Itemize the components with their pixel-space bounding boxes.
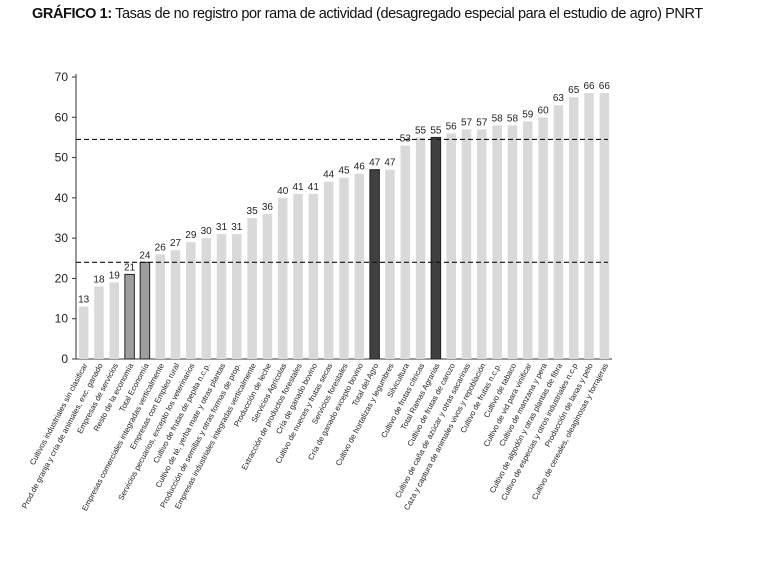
bar [538,117,548,360]
bar-value-label: 31 [231,222,243,233]
bar-value-label: 47 [384,158,396,169]
bar [339,177,349,359]
bar [262,213,273,359]
bar-value-label: 55 [415,125,427,136]
bar-value-label: 57 [461,117,473,128]
bar-value-label: 66 [599,81,611,92]
bar-value-label: 60 [538,105,550,116]
bar-value-label: 46 [354,162,366,173]
bar [170,250,181,359]
bar-value-label: 44 [323,170,335,181]
bar-value-label: 21 [124,262,136,273]
bar [78,306,89,359]
bar-value-label: 63 [553,93,565,104]
bar [584,93,594,359]
bar-value-label: 55 [430,125,442,136]
bar-value-label: 45 [338,166,350,177]
bar [232,234,242,359]
bar [461,129,472,359]
bar-value-label: 27 [170,238,182,249]
bar [430,136,442,360]
bar [507,125,518,359]
y-tick-label: 40 [55,191,69,205]
y-tick-label: 50 [55,151,69,165]
bar [400,145,411,359]
y-tick-label: 20 [55,271,69,285]
bar [124,273,135,360]
bar [553,105,564,359]
bar-value-label: 19 [109,270,121,281]
chart-title: GRÁFICO 1: Tasas de no registro por rama… [32,6,772,22]
bar-value-label: 24 [139,250,151,261]
bar [139,261,151,360]
bar-value-label: 40 [277,186,289,197]
bar-value-label: 13 [78,295,90,306]
bar-value-label: 47 [369,158,381,169]
bar [94,286,104,359]
bar-value-label: 59 [522,109,534,120]
bar [216,234,227,359]
chart-title-prefix: GRÁFICO 1: [32,6,112,22]
bar [369,169,380,360]
bar [308,193,319,359]
bar [247,218,257,359]
bar-value-label: 56 [446,121,458,132]
bar [385,169,395,359]
bar-value-label: 35 [247,206,259,217]
bar [293,193,303,359]
bar [446,133,456,359]
bar-value-label: 31 [216,222,228,233]
bar [155,254,165,359]
bar-value-label: 57 [476,117,488,128]
bar [568,97,579,360]
bar [186,242,196,359]
bar-value-label: 65 [568,85,580,96]
bar-value-label: 26 [155,242,167,253]
bar [599,93,610,359]
bar [201,238,211,359]
y-tick-label: 0 [61,352,68,366]
bar-value-label: 58 [492,113,504,124]
bar-value-label: 66 [583,81,595,92]
bar [492,125,502,359]
bar [323,181,334,359]
bar [109,282,120,359]
chart-title-text: Tasas de no registro por rama de activid… [115,6,703,22]
bar [523,121,533,359]
bar-value-label: 30 [201,226,213,237]
y-tick-label: 70 [55,70,69,84]
bar [354,173,365,359]
bar-value-label: 41 [292,182,304,193]
bar-value-label: 36 [262,202,274,213]
y-tick-label: 10 [55,312,69,326]
bar-value-label: 41 [308,182,320,193]
bar [277,197,288,359]
bar-value-label: 58 [507,113,519,124]
y-tick-label: 60 [55,110,69,124]
bar-value-label: 29 [185,230,197,241]
bar [477,129,487,359]
bar [415,137,426,359]
bar-value-label: 18 [93,274,105,285]
y-tick-label: 30 [55,231,69,245]
